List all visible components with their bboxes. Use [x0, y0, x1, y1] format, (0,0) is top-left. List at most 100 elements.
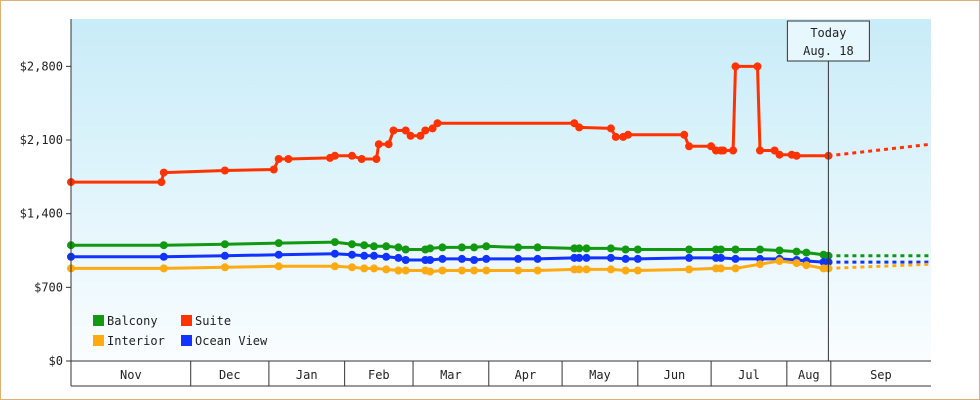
data-point	[756, 245, 764, 254]
data-point	[685, 265, 694, 274]
data-point	[575, 265, 584, 274]
data-point	[457, 243, 466, 252]
series-ocean-view	[67, 249, 931, 267]
data-point	[360, 264, 369, 273]
data-point	[370, 242, 378, 251]
data-point	[685, 245, 694, 254]
data-point	[624, 130, 632, 139]
y-axis-ticks: $0 $700 $1,400 $2,100 $2,800	[20, 59, 71, 368]
data-point	[582, 253, 591, 262]
data-point	[756, 260, 764, 269]
y-tick-label: $2,800	[20, 59, 63, 73]
data-point	[606, 253, 615, 262]
data-point	[433, 119, 442, 128]
data-point	[220, 263, 229, 272]
legend-item-suite: Suite	[181, 314, 231, 328]
data-point	[220, 166, 229, 175]
x-tick-label: Mar	[440, 368, 462, 382]
series-balcony	[67, 238, 931, 260]
data-point	[582, 244, 591, 253]
legend-label: Interior	[107, 334, 165, 348]
data-point	[716, 264, 725, 273]
data-point	[621, 245, 630, 254]
data-point	[374, 140, 383, 149]
series-interior	[67, 257, 932, 276]
data-point	[330, 262, 339, 271]
projection-line	[828, 262, 932, 270]
data-point	[533, 243, 542, 252]
data-point	[394, 253, 403, 262]
data-point	[401, 256, 410, 264]
data-point	[633, 245, 642, 254]
data-point	[330, 238, 339, 247]
data-point	[159, 168, 168, 177]
data-point	[792, 259, 801, 268]
data-point	[775, 246, 784, 255]
data-point	[357, 155, 366, 163]
data-point	[719, 146, 728, 155]
plot-background	[71, 19, 931, 361]
today-date: Aug. 18	[803, 44, 854, 58]
legend-swatch	[181, 335, 192, 346]
data-point	[470, 256, 479, 264]
data-point	[360, 241, 369, 250]
data-point	[389, 126, 398, 135]
data-point	[274, 239, 283, 248]
legend-label: Suite	[195, 314, 231, 328]
data-point	[348, 250, 356, 259]
data-point	[611, 132, 620, 141]
data-point	[394, 266, 403, 275]
data-point	[220, 240, 229, 249]
data-point	[416, 131, 425, 140]
data-point	[731, 254, 740, 263]
today-box	[786, 20, 870, 62]
x-tick-label: Aug	[798, 368, 820, 382]
data-point	[633, 266, 642, 275]
data-point	[348, 263, 356, 272]
y-tick-label: $0	[49, 354, 63, 368]
data-point	[533, 254, 542, 263]
x-tick-label: May	[589, 368, 611, 382]
y-tick-label: $2,100	[20, 133, 63, 147]
data-point	[470, 266, 479, 275]
data-point	[394, 243, 403, 252]
legend: Balcony Suite Interior Ocean View	[93, 314, 268, 348]
legend-swatch	[181, 315, 192, 326]
data-point	[438, 266, 447, 275]
data-point	[482, 254, 491, 263]
today-label: Today	[810, 26, 846, 40]
data-point	[330, 151, 339, 160]
data-point	[370, 264, 378, 273]
data-point	[330, 249, 339, 258]
data-point	[438, 243, 447, 252]
data-point	[384, 140, 393, 149]
today-marker: Today Aug. 18	[786, 20, 870, 361]
data-point	[426, 256, 435, 264]
data-point	[457, 266, 466, 275]
data-point	[159, 252, 168, 261]
data-point	[731, 264, 740, 273]
data-point	[575, 253, 584, 262]
data-point	[514, 266, 523, 275]
series-suite	[67, 62, 932, 187]
data-point	[284, 155, 293, 163]
data-point	[633, 254, 642, 263]
legend-item-interior: Interior	[93, 334, 165, 348]
data-point	[382, 265, 391, 274]
x-tick-label: Sep	[870, 368, 892, 382]
data-point	[438, 254, 447, 263]
data-point	[348, 240, 356, 249]
data-point	[514, 254, 523, 263]
data-point	[401, 266, 410, 275]
x-tick-label: Jan	[296, 368, 318, 382]
data-point	[470, 243, 479, 252]
x-tick-label: Feb	[368, 368, 390, 382]
data-point	[457, 254, 466, 263]
x-tick-label: Jul	[738, 368, 760, 382]
data-point	[582, 265, 591, 274]
x-tick-label: Dec	[219, 368, 241, 382]
data-point	[753, 62, 762, 71]
data-point	[401, 245, 410, 254]
y-tick-label: $700	[34, 280, 63, 294]
